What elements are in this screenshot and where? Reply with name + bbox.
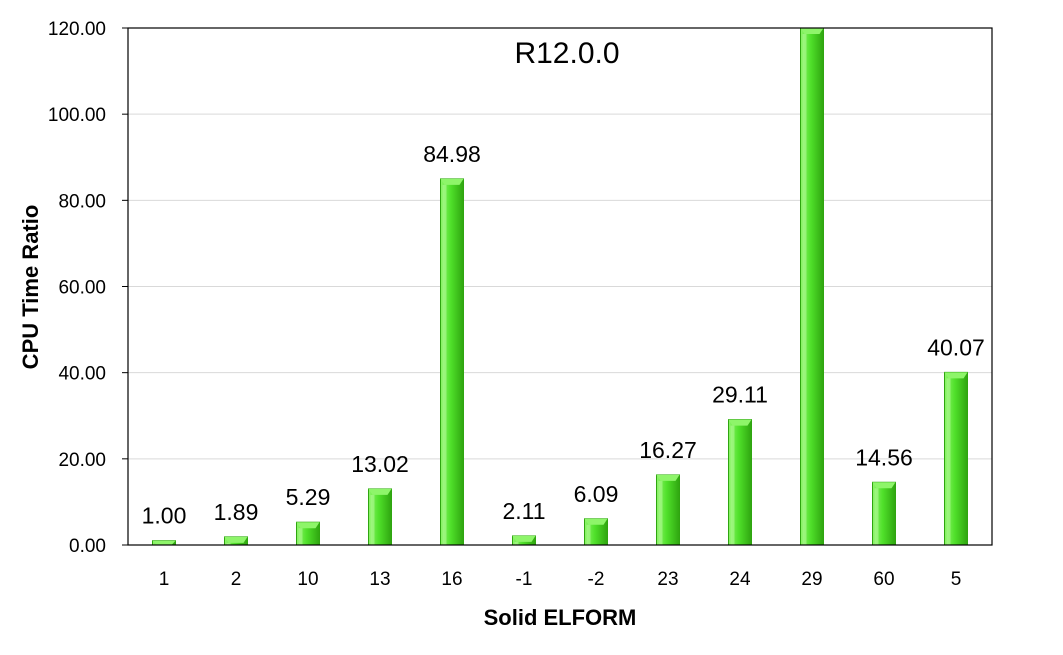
data-labels: 1.00 1.89 5.29 13.02 84.98 2.11 6.09 16.27 29.11… <box>142 141 985 529</box>
x-tick-label: 1 <box>159 569 170 590</box>
x-tick-label: 5 <box>951 569 962 590</box>
bar <box>728 419 752 545</box>
data-label: 1.00 <box>142 503 187 529</box>
data-label: 1.89 <box>214 499 259 525</box>
x-tick-label: 16 <box>441 569 462 590</box>
bar <box>512 535 536 545</box>
bar <box>224 536 248 545</box>
y-tick-label: 120.00 <box>48 19 106 40</box>
y-tick-label: 40.00 <box>58 364 106 385</box>
y-tick-label: 60.00 <box>58 278 106 299</box>
x-tick-label: 13 <box>369 569 390 590</box>
y-tick-label: 100.00 <box>48 105 106 126</box>
bar <box>368 488 392 545</box>
axes: 0.00 20.00 40.00 60.00 80.00 100.00 120.00 1 2 10… <box>48 19 993 590</box>
bars <box>152 28 968 545</box>
chart-title: R12.0.0 <box>514 37 619 70</box>
x-tick-label: 29 <box>801 569 822 590</box>
data-label: 84.98 <box>423 141 481 167</box>
data-label: 2.11 <box>502 498 545 524</box>
gridlines <box>128 113 992 460</box>
x-tick-label: 23 <box>657 569 678 590</box>
y-axis-title: CPU Time Ratio <box>18 205 43 370</box>
data-label: 29.11 <box>712 382 768 408</box>
bar <box>296 521 320 545</box>
data-label: 5.29 <box>286 484 331 510</box>
data-label: 6.09 <box>574 481 619 507</box>
x-tick-label: 2 <box>231 569 242 590</box>
bar <box>800 28 824 545</box>
y-tick-label: 20.00 <box>58 450 106 471</box>
data-label: 14.56 <box>855 444 913 470</box>
bar <box>944 371 968 545</box>
plot-frame <box>127 27 993 546</box>
x-tick-label: -2 <box>588 569 605 590</box>
x-tick-label: 60 <box>873 569 894 590</box>
x-axis-title: Solid ELFORM <box>484 605 637 630</box>
bar <box>656 474 680 545</box>
bar <box>152 540 176 545</box>
y-tick-label: 0.00 <box>69 536 106 557</box>
bar <box>440 178 464 545</box>
bar <box>584 518 608 545</box>
data-label: 13.02 <box>351 451 409 477</box>
data-label: 16.27 <box>639 437 697 463</box>
bar <box>872 481 896 545</box>
x-tick-label: 10 <box>297 569 318 590</box>
data-label: 40.07 <box>927 334 985 360</box>
x-tick-label: 24 <box>729 569 751 590</box>
x-tick-label: -1 <box>516 569 533 590</box>
y-tick-label: 80.00 <box>58 191 106 212</box>
